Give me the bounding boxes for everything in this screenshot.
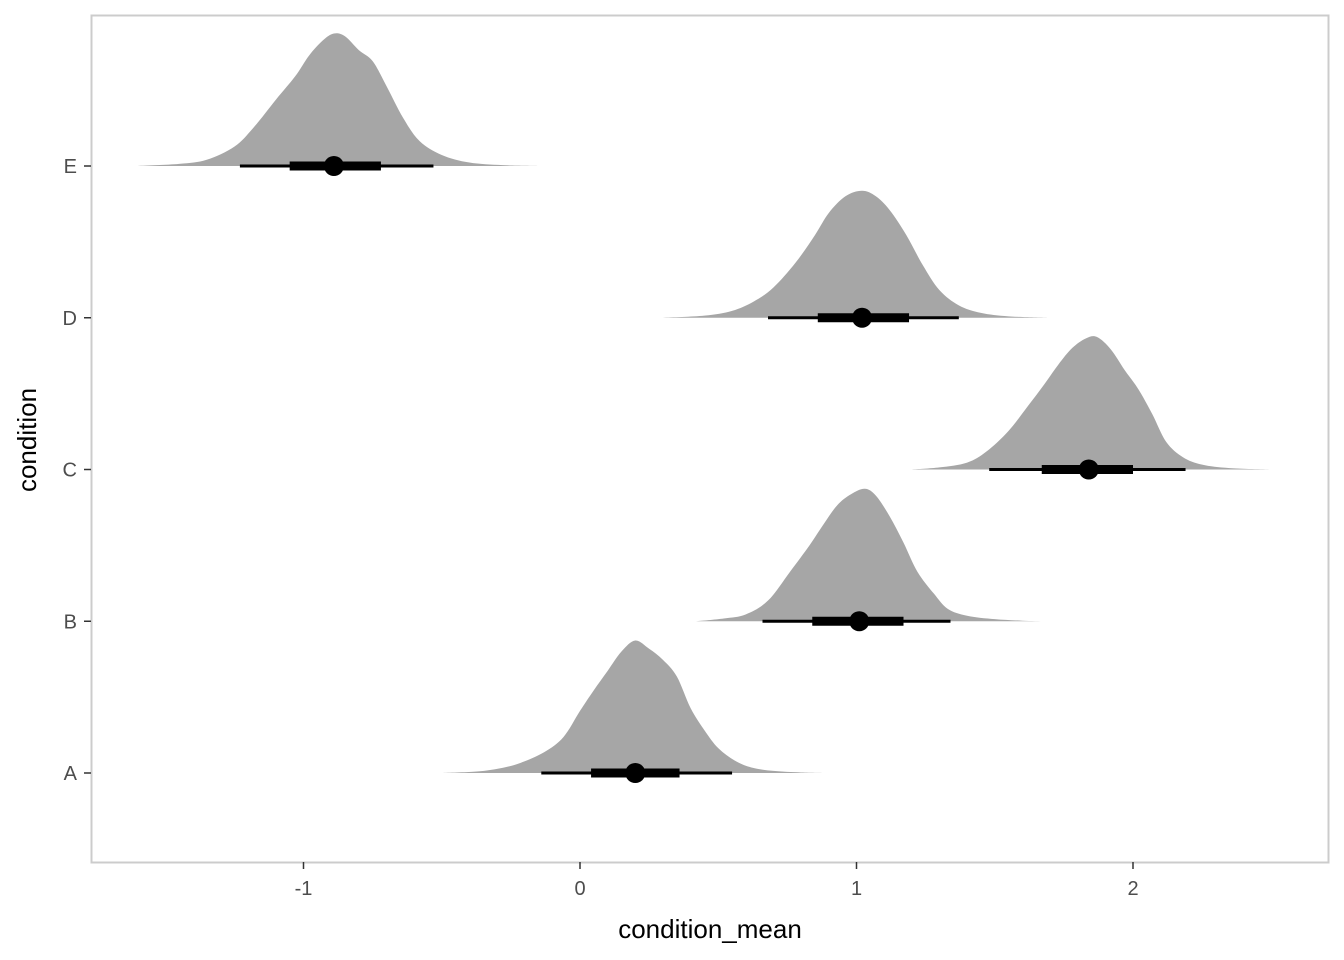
panel-border (90, 14, 1330, 864)
density-c (911, 336, 1272, 470)
density-b (696, 488, 1045, 622)
x-tick-label: 2 (1127, 878, 1138, 900)
density-a (441, 640, 829, 773)
y-tick-label: C (63, 460, 77, 482)
y-tick-label: D (63, 308, 77, 330)
y-axis-title: condition (12, 388, 42, 492)
x-tick-label: 0 (574, 878, 585, 900)
point-estimate-c (1078, 459, 1099, 480)
distribution-e (137, 33, 539, 176)
distribution-a (441, 640, 829, 783)
density-d (662, 190, 1048, 318)
y-tick-label: A (64, 763, 78, 785)
point-estimate-b (849, 611, 870, 632)
density-e (137, 33, 539, 166)
y-tick-label: B (64, 611, 77, 633)
point-estimate-e (323, 156, 344, 176)
axes: -1 0 1 2 A B C D E (63, 156, 1139, 900)
distribution-b (696, 488, 1045, 632)
x-tick-label: 1 (851, 878, 862, 900)
point-estimate-d (852, 307, 873, 328)
y-tick-label: E (64, 156, 77, 178)
distribution-d (662, 190, 1048, 328)
x-tick-label: -1 (295, 878, 313, 900)
point-estimate-a (625, 763, 646, 783)
x-axis-title: condition_mean (618, 914, 802, 944)
chart-marks (137, 33, 1272, 783)
distribution-c (911, 336, 1272, 480)
